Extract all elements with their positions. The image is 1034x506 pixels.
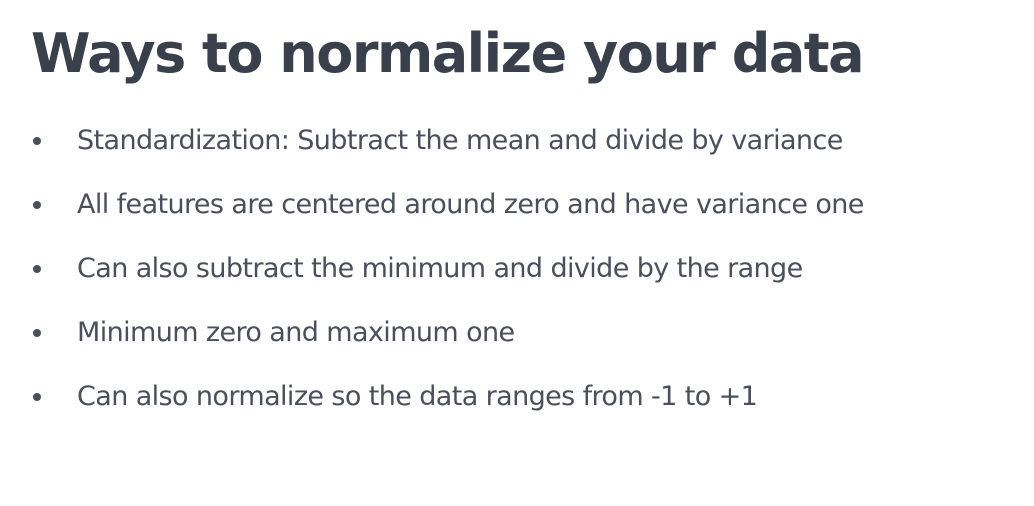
bullet-text: Standardization: Subtract the mean and d… xyxy=(77,125,843,156)
bullet-dot-icon xyxy=(33,265,41,273)
bullet-item: Can also normalize so the data ranges fr… xyxy=(0,368,1000,432)
bullet-dot-icon xyxy=(33,137,41,145)
bullet-item: All features are centered around zero an… xyxy=(0,176,1000,240)
bullet-text: Minimum zero and maximum one xyxy=(77,317,515,348)
bullet-item: Standardization: Subtract the mean and d… xyxy=(0,112,1000,176)
bullet-dot-icon xyxy=(33,393,41,401)
bullet-text: All features are centered around zero an… xyxy=(77,189,864,220)
bullet-item: Can also subtract the minimum and divide… xyxy=(0,240,1000,304)
bullet-list: Standardization: Subtract the mean and d… xyxy=(0,112,1000,432)
bullet-dot-icon xyxy=(33,329,41,337)
bullet-dot-icon xyxy=(33,201,41,209)
bullet-item: Minimum zero and maximum one xyxy=(0,304,1000,368)
bullet-text: Can also subtract the minimum and divide… xyxy=(77,253,803,284)
slide-title: Ways to normalize your data xyxy=(31,22,865,85)
bullet-text: Can also normalize so the data ranges fr… xyxy=(77,381,758,412)
